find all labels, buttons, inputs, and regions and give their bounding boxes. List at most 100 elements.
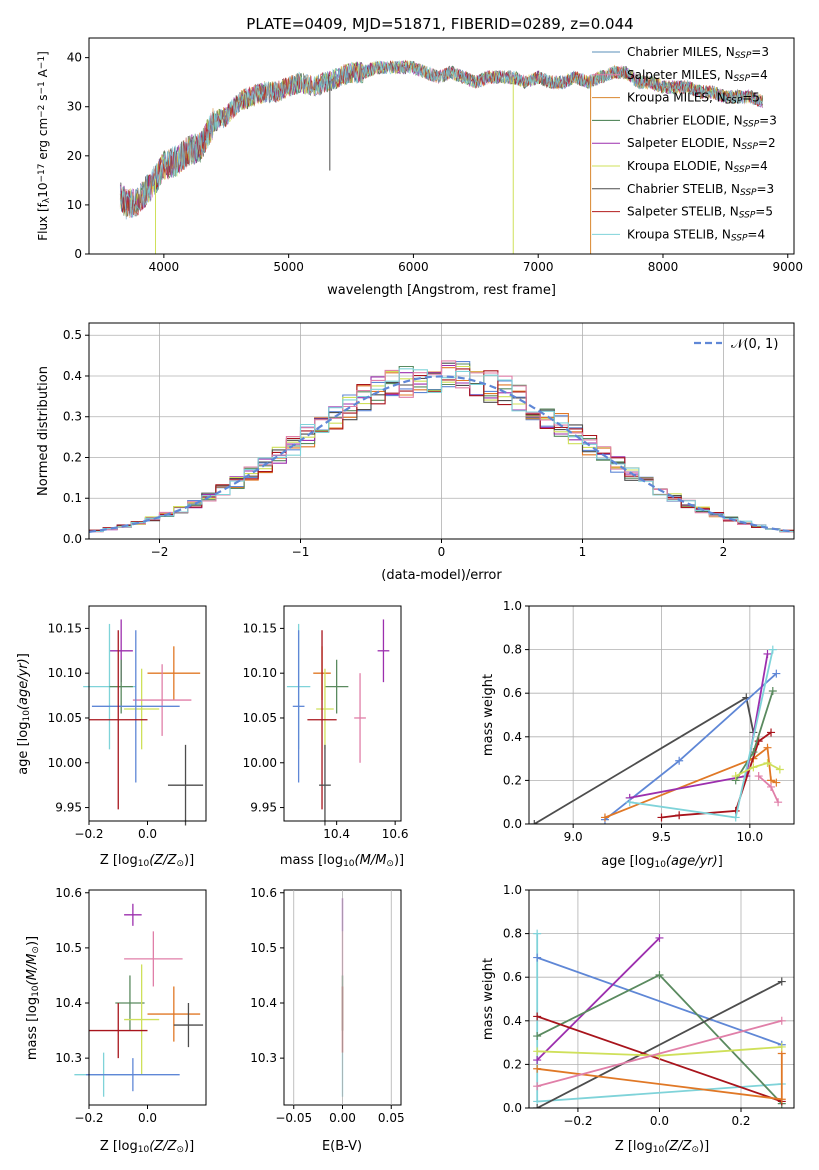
x-tick-label: 0.0 [138, 827, 157, 841]
x-tick-label: 0.05 [378, 1111, 405, 1125]
label-part: ] [16, 653, 31, 658]
y-tick-label: 10 [67, 198, 82, 212]
label-part: 10 [138, 859, 150, 869]
y-axis-label: Flux [fλ10−17 erg cm−2 s−1 A−1] [36, 51, 52, 241]
y-tick-label: 0.0 [63, 532, 82, 546]
weight-marker [777, 977, 786, 986]
y-tick-label: 10.3 [250, 1051, 277, 1065]
y-tick-label: 0.4 [63, 369, 82, 383]
y-tick-label: 10.00 [243, 756, 277, 770]
label-part: (Z/Z [149, 1139, 177, 1154]
label-part: ⊙ [691, 1145, 699, 1155]
y-tick-label: 0.2 [63, 450, 82, 464]
y-tick-label: 9.95 [55, 801, 82, 815]
label-part: Salpeter MILES, N [627, 68, 734, 82]
x-tick-label: 0.0 [138, 1111, 157, 1125]
axes-frame [88, 322, 795, 540]
y-tick-label: 0.2 [503, 773, 522, 787]
y-tick-label: 9.95 [250, 801, 277, 815]
weight-marker [533, 1104, 542, 1108]
label-part: −1 [37, 56, 47, 69]
label-part: Z [log [615, 1139, 653, 1154]
x-tick-label: −2 [151, 545, 169, 559]
weight-marker [731, 772, 740, 781]
label-part: (Z/Z [664, 1139, 692, 1154]
y-tick-label: 10.4 [250, 996, 277, 1010]
label-part: Z [log [100, 853, 138, 868]
y-tick-label: 10.4 [55, 996, 82, 1010]
label-part: mass [log [25, 997, 40, 1060]
x-tick-label: 0 [438, 545, 446, 559]
label-part: SSP [731, 234, 748, 244]
label-part: erg cm [36, 118, 50, 164]
weight-marker [533, 1064, 542, 1073]
label-part: (age/yr) [666, 854, 718, 869]
label-part: −2 [37, 105, 47, 118]
label-part: SSP [726, 97, 743, 107]
label-part: Kroupa ELODIE, N [627, 159, 734, 173]
weight-marker [657, 813, 666, 822]
label-part: )] [25, 936, 40, 946]
spectrum-panel: 4000 5000 6000 7000 8000 9000 0 10 20 30 40 wavelen… [36, 37, 803, 298]
weight-marker [655, 933, 664, 942]
label-part: SSP [734, 74, 751, 84]
weight-line [661, 731, 772, 819]
label-part: SSP [743, 120, 760, 130]
y-tick-label: 0.4 [503, 1014, 522, 1028]
axes-frame [88, 605, 207, 822]
x-tick-label: 9000 [772, 260, 803, 274]
y-tick-label: 10.10 [48, 666, 82, 680]
label-part: mass [log [280, 853, 343, 868]
weight-line [629, 649, 774, 819]
spectrum-line [119, 60, 763, 219]
x-tick-label: 10.0 [736, 830, 763, 844]
legend-label: Salpeter ELODIE, NSSP=2 [627, 136, 776, 152]
weight-marker [768, 687, 777, 696]
x-tick-label: 9.0 [564, 830, 583, 844]
legend-label: Chabrier ELODIE, NSSP=3 [627, 113, 777, 129]
weight-marker [675, 756, 684, 765]
histogram-panel: −2 −1 0 1 2 0.0 0.1 0.2 0.3 0.4 0.5 (data-model)/er… [36, 322, 795, 583]
weight-marker [533, 953, 542, 962]
x-tick-label: 9.5 [652, 830, 671, 844]
y-tick-label: 0 [74, 247, 82, 261]
y-tick-label: 40 [67, 51, 82, 65]
weight-marker [763, 743, 772, 752]
label-part: ] [36, 51, 50, 56]
label-part: Kroupa STELIB, N [627, 227, 731, 241]
x-tick-label: 6000 [398, 260, 429, 274]
figure-title: PLATE=0409, MJD=51871, FIBERID=0289, z=0… [246, 15, 633, 33]
x-tick-label: 1 [579, 545, 587, 559]
label-part: 10 [654, 860, 666, 870]
x-axis-label: mass [log10(M/M⊙)] [280, 853, 404, 869]
mass-weight-vs-metallicity-panel: −0.2 0.0 0.2 0.0 0.2 0.4 0.6 0.8 1.0 mass weight Z… [481, 883, 795, 1155]
label-part: 10 [653, 1145, 665, 1155]
weight-marker [731, 813, 740, 822]
axes-frame [88, 37, 795, 255]
x-tick-label: −0.2 [74, 1111, 103, 1125]
label-part: SSP [739, 211, 756, 221]
axes-frame [528, 605, 795, 825]
y-tick-label: 1.0 [503, 883, 522, 897]
weight-line [536, 980, 783, 1108]
x-tick-label: 10.4 [323, 827, 350, 841]
x-tick-label: 0.0 [650, 1114, 669, 1128]
label-part: Salpeter ELODIE, N [627, 136, 741, 150]
axes-frame [283, 605, 402, 822]
y-tick-label: 10.5 [55, 941, 82, 955]
x-tick-label: 10.6 [382, 827, 409, 841]
weight-marker [533, 1056, 542, 1065]
x-tick-label: −0.2 [563, 1114, 592, 1128]
normal-curve [88, 375, 795, 533]
y-tick-label: 1.0 [503, 599, 522, 613]
label-part: −1 [37, 81, 47, 94]
label-part: s [36, 95, 50, 105]
mass-vs-extinction-panel: −0.05 0.00 0.05 10.3 10.4 10.5 10.6 E(B-V) [250, 886, 404, 1154]
y-tick-label: 10.5 [250, 941, 277, 955]
label-part: ] [718, 854, 723, 869]
y-tick-label: 10.6 [250, 886, 277, 900]
label-part: )] [184, 1139, 194, 1154]
